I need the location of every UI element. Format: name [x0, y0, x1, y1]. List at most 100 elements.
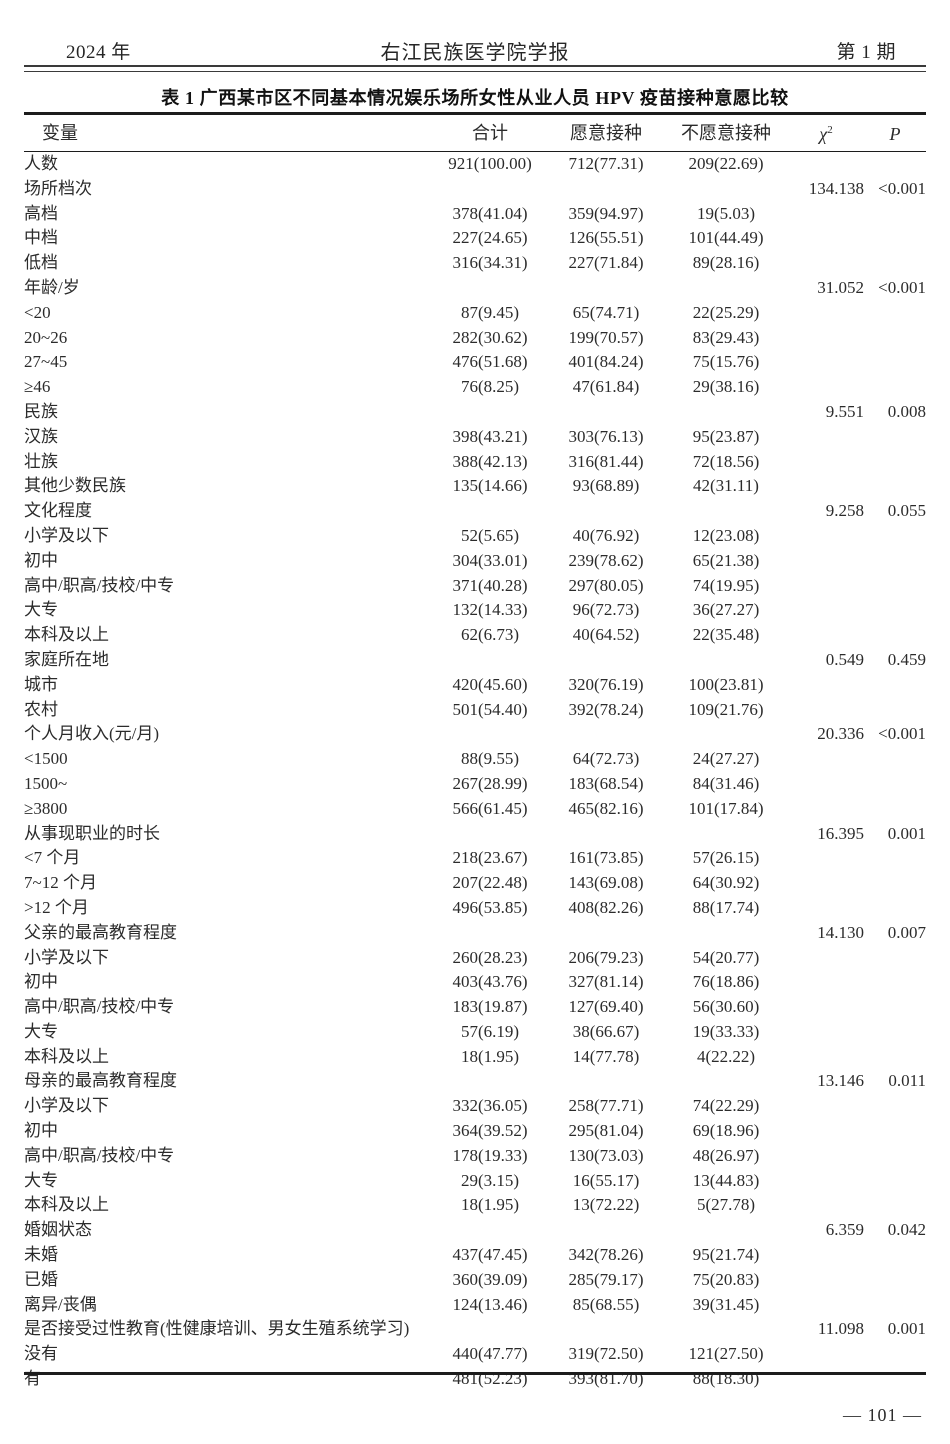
cell-chi-square: 9.551	[825, 401, 864, 421]
cell-chi-square	[788, 747, 864, 772]
cell-p-value	[864, 995, 926, 1020]
table-row: 汉族 398(43.21) 303(76.13) 95(23.87)	[24, 425, 926, 450]
cell-chi-square	[788, 226, 864, 251]
cell-willing: 239(78.62)	[568, 550, 644, 570]
column-header-variable: 变量	[42, 123, 78, 143]
cell-chi-square: 0.549	[825, 649, 864, 669]
table-row: 个人月收入(元/月) 20.336 <0.001	[24, 722, 926, 747]
cell-p-value	[864, 326, 926, 351]
cell-unwilling: 84(31.46)	[692, 773, 760, 793]
cell-p-value	[864, 1293, 926, 1318]
row-label: 已婚	[24, 1269, 58, 1289]
cell-unwilling	[664, 177, 788, 202]
table-row: 本科及以上 18(1.95) 13(72.22) 5(27.78)	[24, 1193, 926, 1218]
cell-p-value	[864, 425, 926, 450]
row-label: 从事现职业的时长	[24, 823, 160, 843]
cell-willing: 297(80.05)	[568, 575, 644, 595]
cell-unwilling: 19(33.33)	[692, 1021, 760, 1041]
cell-unwilling: 75(20.83)	[692, 1269, 760, 1289]
cell-total: 388(42.13)	[452, 451, 528, 471]
row-label: 母亲的最高教育程度	[24, 1071, 177, 1091]
row-label: 年龄/岁	[24, 277, 80, 297]
running-head: 2024 年 右江民族医学院学报 第 1 期	[24, 36, 926, 64]
table-row: 母亲的最高教育程度 13.146 0.011	[24, 1069, 926, 1094]
cell-chi-square	[788, 1243, 864, 1268]
row-label: 离异/丧偶	[24, 1294, 97, 1314]
table-row: 壮族 388(42.13) 316(81.44) 72(18.56)	[24, 450, 926, 475]
row-label: 本科及以上	[24, 1046, 109, 1066]
cell-total: 267(28.99)	[452, 773, 528, 793]
cell-willing: 319(72.50)	[568, 1344, 644, 1364]
table-row: 离异/丧偶 124(13.46) 85(68.55) 39(31.45)	[24, 1293, 926, 1318]
cell-unwilling: 88(17.74)	[692, 897, 760, 917]
cell-chi-square	[788, 425, 864, 450]
cell-willing	[548, 499, 664, 524]
row-label: 高中/职高/技校/中专	[24, 1145, 175, 1165]
cell-p-value	[864, 673, 926, 698]
cell-unwilling: 75(15.76)	[692, 352, 760, 372]
cell-total: 371(40.28)	[452, 575, 528, 595]
cell-willing	[548, 400, 664, 425]
cell-chi-square	[788, 1045, 864, 1070]
cell-p-value	[864, 152, 926, 177]
cell-willing: 392(78.24)	[568, 699, 644, 719]
cell-unwilling: 24(27.27)	[692, 749, 760, 769]
cell-willing: 327(81.14)	[568, 972, 644, 992]
cell-unwilling: 12(23.08)	[692, 525, 760, 545]
table-row: 人数 921(100.00) 712(77.31) 209(22.69)	[24, 152, 926, 177]
cell-willing: 126(55.51)	[568, 228, 644, 248]
table-row: >12 个月 496(53.85) 408(82.26) 88(17.74)	[24, 896, 926, 921]
cell-unwilling: 89(28.16)	[692, 253, 760, 273]
row-label: 小学及以下	[24, 525, 109, 545]
cell-unwilling: 74(22.29)	[692, 1096, 760, 1116]
cell-p-value	[864, 871, 926, 896]
cell-chi-square	[788, 1342, 864, 1367]
cell-total: 124(13.46)	[452, 1294, 528, 1314]
cell-chi-square: 6.359	[825, 1220, 864, 1240]
row-label: 场所档次	[24, 178, 92, 198]
table-row: 已婚 360(39.09) 285(79.17) 75(20.83)	[24, 1268, 926, 1293]
cell-unwilling: 48(26.97)	[692, 1145, 760, 1165]
cell-unwilling: 88(18.30)	[692, 1369, 760, 1389]
table-row: 家庭所在地 0.549 0.459	[24, 648, 926, 673]
row-label: 本科及以上	[24, 1195, 109, 1215]
row-label: <7 个月	[24, 848, 81, 868]
cell-willing: 40(64.52)	[572, 625, 640, 645]
row-label: 大专	[24, 1170, 58, 1190]
cell-p-value	[864, 846, 926, 871]
cell-total	[432, 1218, 548, 1243]
table-row: 大专 57(6.19) 38(66.67) 19(33.33)	[24, 1020, 926, 1045]
cell-willing: 13(72.22)	[572, 1195, 640, 1215]
cell-chi-square	[788, 673, 864, 698]
page-number-folio: — 101 —	[843, 1405, 922, 1425]
cell-p-value	[864, 1144, 926, 1169]
row-label: 没有	[24, 1344, 58, 1364]
table-row: 低档 316(34.31) 227(71.84) 89(28.16)	[24, 251, 926, 276]
row-label: <1500	[24, 749, 68, 769]
row-label: 家庭所在地	[24, 649, 109, 669]
cell-chi-square	[788, 1268, 864, 1293]
row-label: 小学及以下	[24, 947, 109, 967]
row-label: 小学及以下	[24, 1096, 109, 1116]
cell-willing: 64(72.73)	[572, 749, 640, 769]
cell-willing: 401(84.24)	[568, 352, 644, 372]
cell-willing: 227(71.84)	[568, 253, 644, 273]
row-label: 本科及以上	[24, 625, 109, 645]
cell-unwilling: 76(18.86)	[692, 972, 760, 992]
cell-p-value	[864, 375, 926, 400]
cell-chi-square: 31.052	[817, 277, 864, 297]
cell-unwilling	[664, 1317, 788, 1342]
cell-total: 501(54.40)	[452, 699, 528, 719]
table-row: 本科及以上 62(6.73) 40(64.52) 22(35.48)	[24, 623, 926, 648]
row-label: 个人月收入(元/月)	[24, 724, 160, 744]
cell-willing: 408(82.26)	[568, 897, 644, 917]
cell-total: 921(100.00)	[448, 154, 532, 173]
cell-total: 440(47.77)	[452, 1344, 528, 1364]
cell-total: 18(1.95)	[460, 1046, 520, 1066]
cell-total: 260(28.23)	[452, 947, 528, 967]
cell-total: 378(41.04)	[452, 203, 528, 223]
cell-willing: 316(81.44)	[568, 451, 644, 471]
table-row: 小学及以下 260(28.23) 206(79.23) 54(20.77)	[24, 946, 926, 971]
table-row: 没有 440(47.77) 319(72.50) 121(27.50)	[24, 1342, 926, 1367]
table-row: <20 87(9.45) 65(74.71) 22(25.29)	[24, 301, 926, 326]
